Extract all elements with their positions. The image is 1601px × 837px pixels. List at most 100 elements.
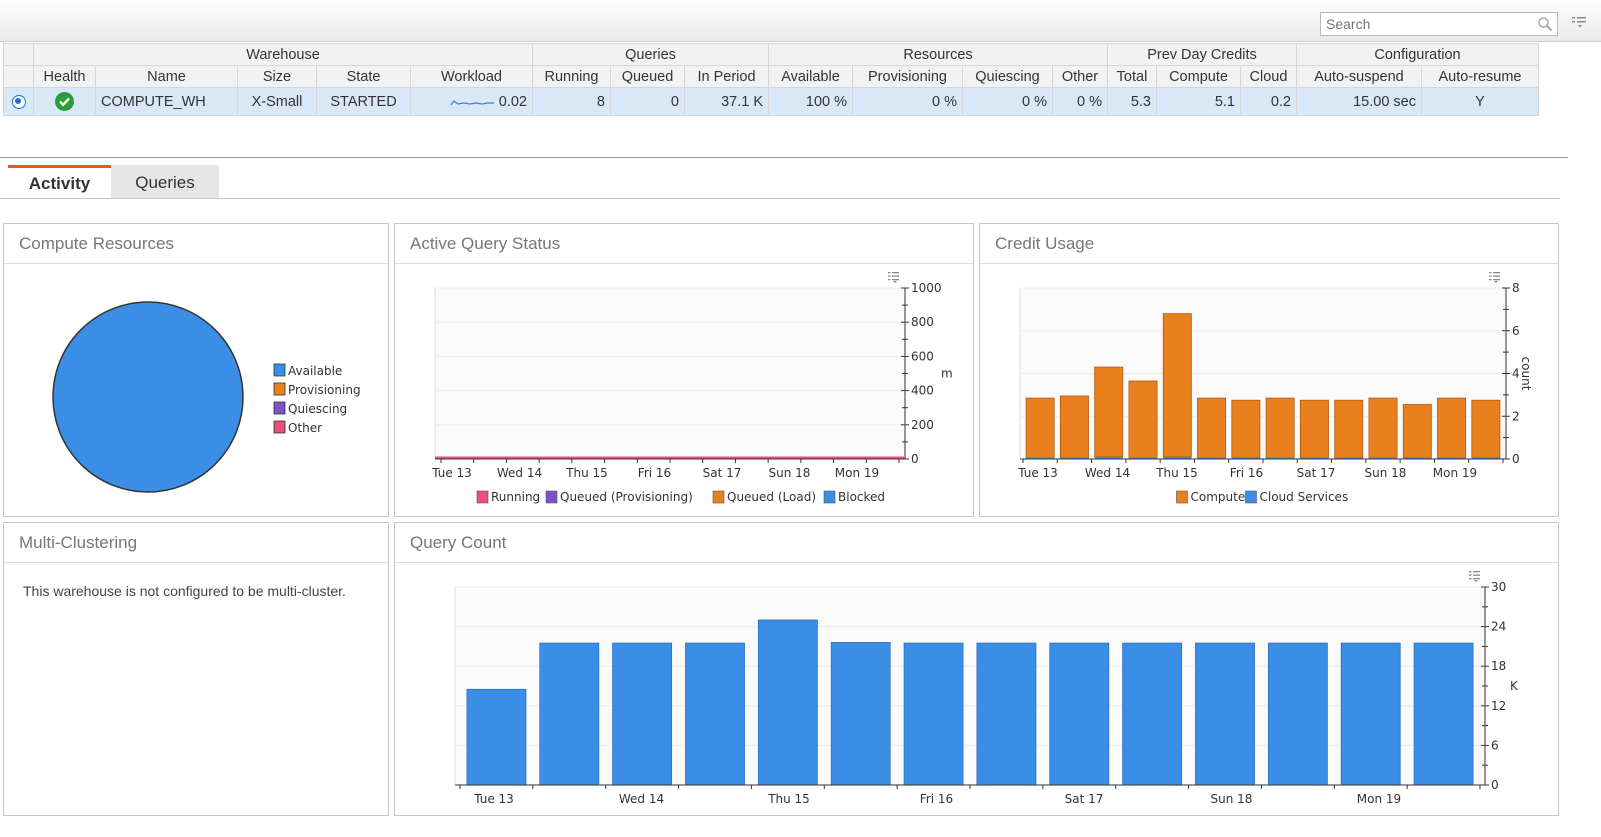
bar-compute [1402, 404, 1432, 459]
y-tick-label: 2 [1512, 409, 1520, 423]
y-tick-label: 1000 [911, 281, 942, 295]
x-tick-label: Sun 18 [1211, 792, 1253, 806]
tab-queries[interactable]: Queries [111, 165, 219, 198]
bar-cloud-services [1300, 457, 1329, 459]
row-select-radio[interactable] [11, 94, 26, 109]
legend-swatch [273, 420, 286, 434]
chart-menu-icon[interactable] [1469, 571, 1480, 582]
x-tick-label: Fri 16 [1230, 466, 1263, 480]
bar-compute [1437, 397, 1467, 459]
column-header[interactable]: Auto-suspend [1296, 65, 1422, 88]
cell-other: 0 % [1052, 87, 1108, 116]
query-count-chart: 0 6 12 18 24 30 K Tue 13 Wed 14 Thu 15 Fri 16 Sat 1… [454, 571, 1519, 806]
table-column-header: Health Name Size State Workload Running … [3, 65, 1539, 88]
y-tick-label: 30 [1491, 580, 1506, 594]
search-input[interactable] [1321, 13, 1521, 35]
bar-compute [1197, 397, 1227, 459]
legend-swatch [823, 490, 836, 504]
legend-swatch [712, 490, 725, 504]
bar-query-count [1122, 642, 1183, 786]
x-tick-label: Mon 19 [1357, 792, 1401, 806]
column-header[interactable]: Provisioning [852, 65, 963, 88]
chart-menu-icon[interactable] [888, 272, 899, 283]
x-tick-label: Tue 13 [473, 792, 514, 806]
column-header[interactable]: Auto-resume [1421, 65, 1539, 88]
column-header[interactable]: Compute [1156, 65, 1241, 88]
bar-cloud-services [1128, 457, 1158, 459]
x-tick-label: Mon 19 [1433, 466, 1477, 480]
legend-label: Compute [1191, 490, 1246, 504]
column-header[interactable]: Workload [410, 65, 533, 88]
panel-title: Query Count [395, 523, 1558, 563]
x-tick-label: Sat 17 [703, 466, 742, 480]
bar-query-count [685, 642, 745, 786]
column-header[interactable]: State [316, 65, 411, 88]
y-tick-label: 6 [1512, 324, 1520, 338]
legend-swatch [476, 490, 489, 504]
bar-compute [1094, 366, 1124, 458]
search-box[interactable] [1320, 12, 1558, 36]
bar-compute [1471, 399, 1501, 459]
column-header[interactable]: Queued [610, 65, 685, 88]
bar-compute [1299, 399, 1329, 459]
column-header[interactable]: Size [237, 65, 317, 88]
tab-activity[interactable]: Activity [8, 165, 111, 198]
credit-usage-chart: 0 2 4 6 8 count Tue 13 Wed 14 Thu 15 Fri 16 Sat 17… [1017, 272, 1533, 504]
legend-label: Running [491, 490, 540, 504]
y-tick-label: 400 [911, 384, 934, 398]
x-tick-label: Sat 17 [1297, 466, 1336, 480]
x-tick-label: Wed 14 [1085, 466, 1130, 480]
bar-cloud-services [1471, 457, 1500, 459]
active-query-status-chart: 0 200 400 600 800 1000 m Tue 13 Wed 14 Thu 15 Fri … [431, 272, 953, 504]
cell-quiescing: 0 % [962, 87, 1053, 116]
column-header[interactable]: Health [33, 65, 96, 88]
legend-label: Provisioning [288, 383, 361, 397]
column-header[interactable]: Cloud [1240, 65, 1297, 88]
bar-cloud-services [1026, 457, 1055, 459]
bar-query-count [757, 619, 818, 786]
pie-slice [52, 301, 244, 493]
bar-query-count [903, 642, 964, 786]
x-tick-label: Fri 16 [638, 466, 671, 480]
legend-label: Quiescing [288, 402, 347, 416]
legend-label: Other [288, 421, 322, 435]
y-tick-label: 18 [1491, 659, 1506, 673]
x-tick-label: Mon 19 [835, 466, 879, 480]
bar-query-count [466, 688, 527, 786]
legend-swatch [545, 490, 558, 504]
group-header: Warehouse [33, 43, 533, 66]
cell-name[interactable]: COMPUTE_WH [95, 87, 238, 116]
column-header[interactable]: Running [532, 65, 611, 88]
bar-compute [1025, 397, 1055, 459]
column-header[interactable]: Total [1107, 65, 1157, 88]
group-header: Resources [768, 43, 1108, 66]
x-tick-label: Thu 15 [767, 792, 810, 806]
panel-title: Active Query Status [395, 224, 973, 264]
cell-state: STARTED [316, 87, 411, 116]
bar-query-count [1049, 642, 1110, 786]
multi-clustering-panel: Multi-Clustering This warehouse is not c… [3, 522, 389, 816]
table-row[interactable]: COMPUTE_WH X-Small STARTED 0.02 8 0 37.1… [3, 87, 1539, 116]
x-tick-label: Tue 13 [431, 466, 472, 480]
column-header[interactable]: Other [1052, 65, 1108, 88]
search-icon[interactable] [1537, 16, 1553, 32]
legend-swatch [273, 363, 286, 377]
x-tick-label: Thu 15 [565, 466, 608, 480]
credit-usage-panel: Credit Usage 0 2 4 6 8 count Tue 13 Wed 14 Thu 1… [979, 223, 1559, 517]
bar-compute [1128, 380, 1158, 459]
legend-swatch [273, 382, 286, 396]
bar-query-count [539, 642, 600, 786]
chart-menu-icon[interactable] [1489, 272, 1500, 283]
bar-query-count [830, 642, 891, 786]
column-header[interactable]: Available [768, 65, 853, 88]
column-header[interactable]: Quiescing [962, 65, 1053, 88]
x-tick-label: Wed 14 [619, 792, 664, 806]
x-tick-label: Sun 18 [1365, 466, 1407, 480]
legend-label: Blocked [838, 490, 885, 504]
column-header[interactable]: Name [95, 65, 238, 88]
warehouse-table: Warehouse Queries Resources Prev Day Cre… [3, 43, 1539, 116]
multi-cluster-message: This warehouse is not configured to be m… [23, 583, 346, 599]
column-menu-icon[interactable] [1572, 16, 1586, 28]
column-header[interactable]: In Period [684, 65, 769, 88]
plot-area [435, 288, 905, 459]
